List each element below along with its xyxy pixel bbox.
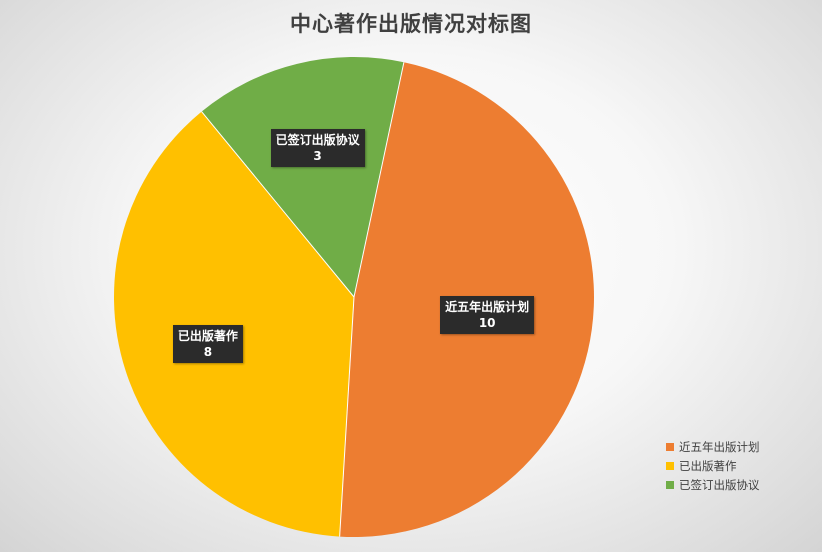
slice-separator: [339, 296, 355, 537]
data-label-category: 已签订出版协议: [275, 132, 360, 147]
slice-separator: [353, 62, 405, 298]
legend-item-slice-3: 已签订出版协议: [666, 476, 776, 495]
data-label-value: 3: [313, 148, 322, 163]
legend-swatch: [666, 442, 674, 451]
legend-label: 已签订出版协议: [679, 478, 760, 492]
legend-item-slice-2: 已出版著作: [666, 457, 776, 476]
data-label-slice-3: 已签订出版协议 3: [270, 128, 365, 167]
legend-swatch: [666, 480, 674, 489]
pie-slice-2: [114, 111, 355, 537]
data-label-value: 8: [203, 345, 213, 360]
pie-slice-3: [201, 57, 404, 297]
slice-separator: [201, 111, 355, 298]
legend-label: 已出版著作: [679, 459, 737, 473]
legend-swatch: [666, 461, 674, 470]
data-label-slice-1: 近五年出版计划 10: [440, 296, 535, 335]
data-label-slice-2: 已出版著作 8: [172, 325, 243, 364]
legend-label: 近五年出版计划: [679, 440, 760, 454]
chart-title: 中心著作出版情况对标图: [290, 12, 532, 36]
data-label-category: 近五年出版计划: [445, 300, 530, 315]
legend: 近五年出版计划 已出版著作已签订出版协议: [666, 438, 776, 495]
legend-item-slice-1: 近五年出版计划: [666, 438, 776, 457]
data-label-category: 已出版著作: [177, 329, 238, 344]
data-label-value: 10: [478, 316, 496, 331]
